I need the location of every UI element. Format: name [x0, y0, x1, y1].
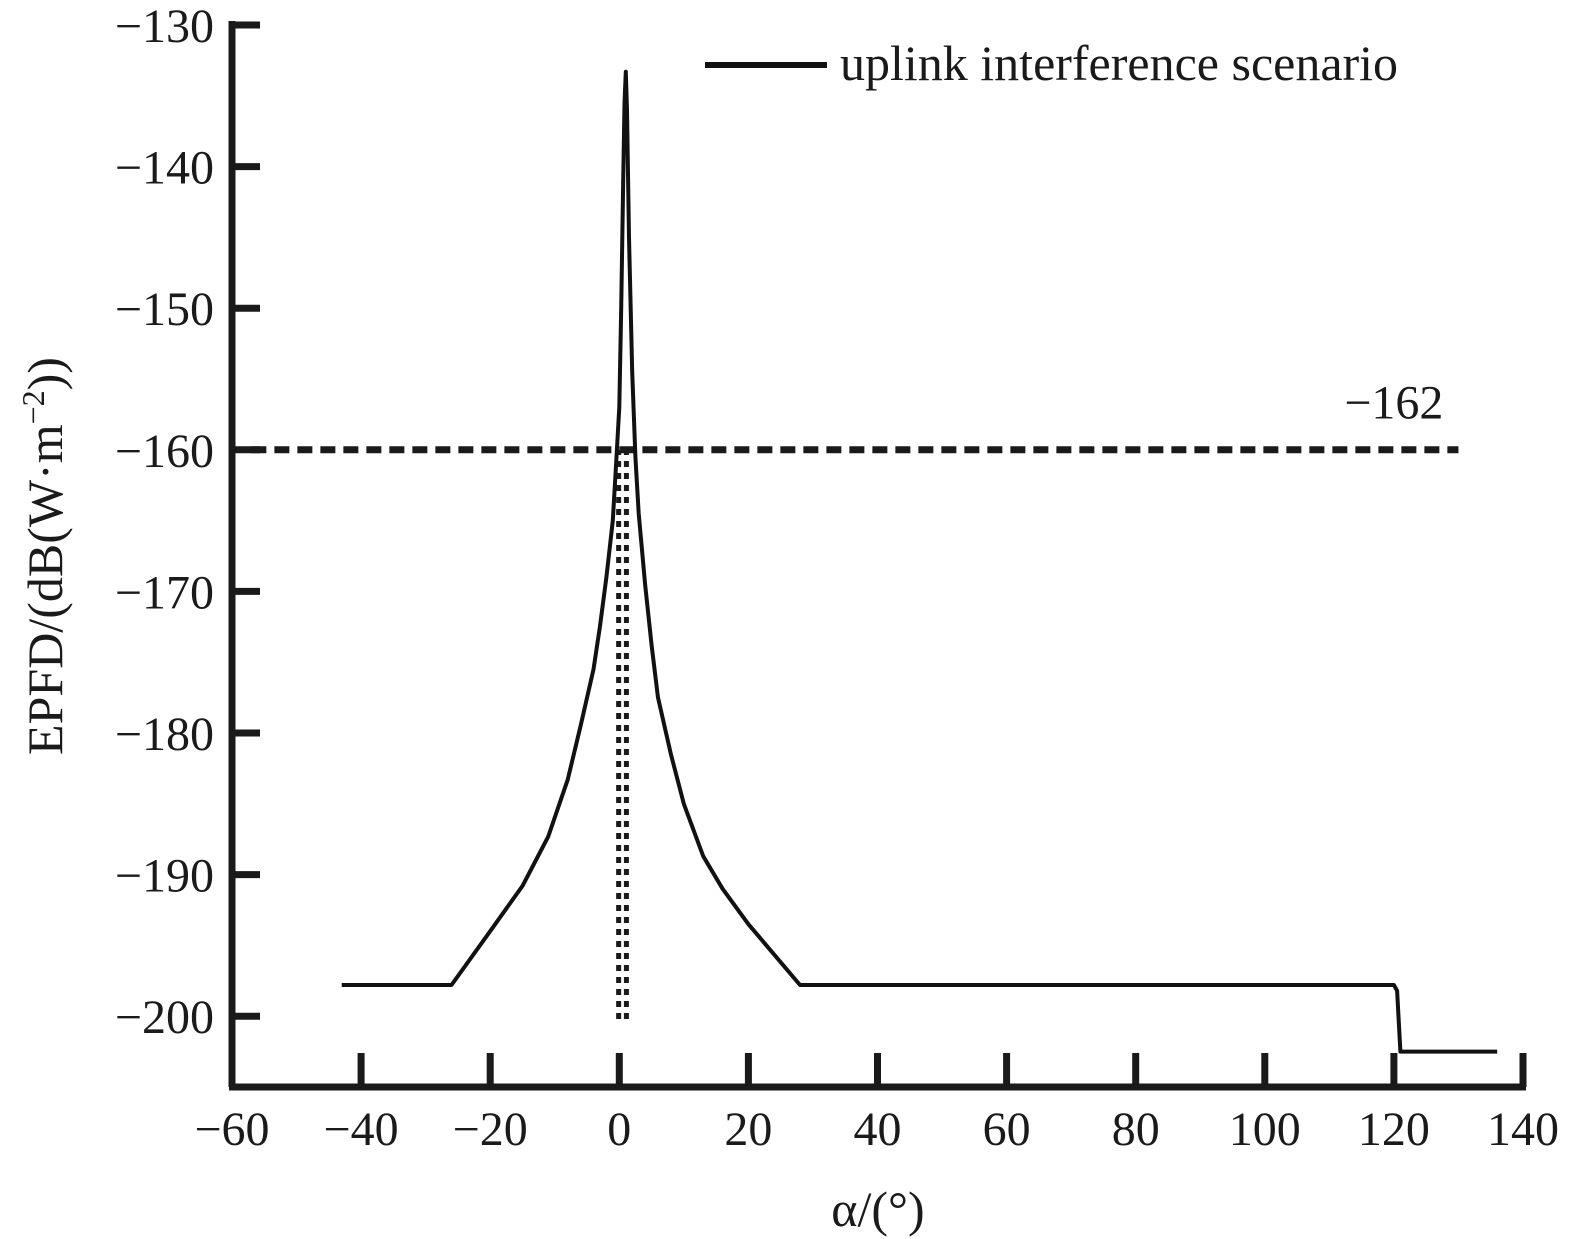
- x-tick-label: 120: [1358, 1103, 1430, 1156]
- y-axis-title-tail: )): [17, 357, 73, 390]
- y-tick-label: −150: [115, 283, 214, 336]
- x-axis-title: α/(°): [831, 1181, 924, 1237]
- legend: uplink interference scenario: [705, 35, 1398, 91]
- reference-lines-layer: [251, 446, 1459, 1020]
- y-tick-label: −160: [115, 425, 214, 478]
- y-tick-label: −180: [115, 708, 214, 761]
- y-tick-label: −200: [115, 991, 214, 1044]
- x-tick-label: 20: [724, 1103, 772, 1156]
- x-tick-label: −20: [453, 1103, 528, 1156]
- series-line-uplink-interference: [341, 69, 1498, 1054]
- x-tick-label: −40: [324, 1103, 399, 1156]
- y-tick-label: −170: [115, 566, 214, 619]
- x-tick-label: 80: [1112, 1103, 1160, 1156]
- x-tick-label: 0: [607, 1103, 631, 1156]
- y-axis-title: EPFD/(dB(W·m−2)): [15, 357, 73, 755]
- axes-layer: −130−140−150−160−170−180−190−200−60 −40 −2…: [115, 0, 1559, 1156]
- x-tick-label: 60: [983, 1103, 1031, 1156]
- series-layer: [341, 69, 1498, 1054]
- x-tick-label: 140: [1487, 1103, 1559, 1156]
- y-axis-title-main: EPFD/(dB(W·m: [17, 424, 73, 755]
- x-tick-label: 100: [1229, 1103, 1301, 1156]
- x-tick-label: 40: [854, 1103, 902, 1156]
- y-tick-label: −190: [115, 850, 214, 903]
- y-tick-label: −130: [115, 0, 214, 53]
- threshold-annotation-label: −162: [1344, 377, 1443, 430]
- legend-label: uplink interference scenario: [840, 35, 1398, 91]
- x-tick-label: −60: [194, 1103, 269, 1156]
- y-tick-label: −140: [115, 142, 214, 195]
- y-axis-title-superscript: −2: [15, 390, 51, 424]
